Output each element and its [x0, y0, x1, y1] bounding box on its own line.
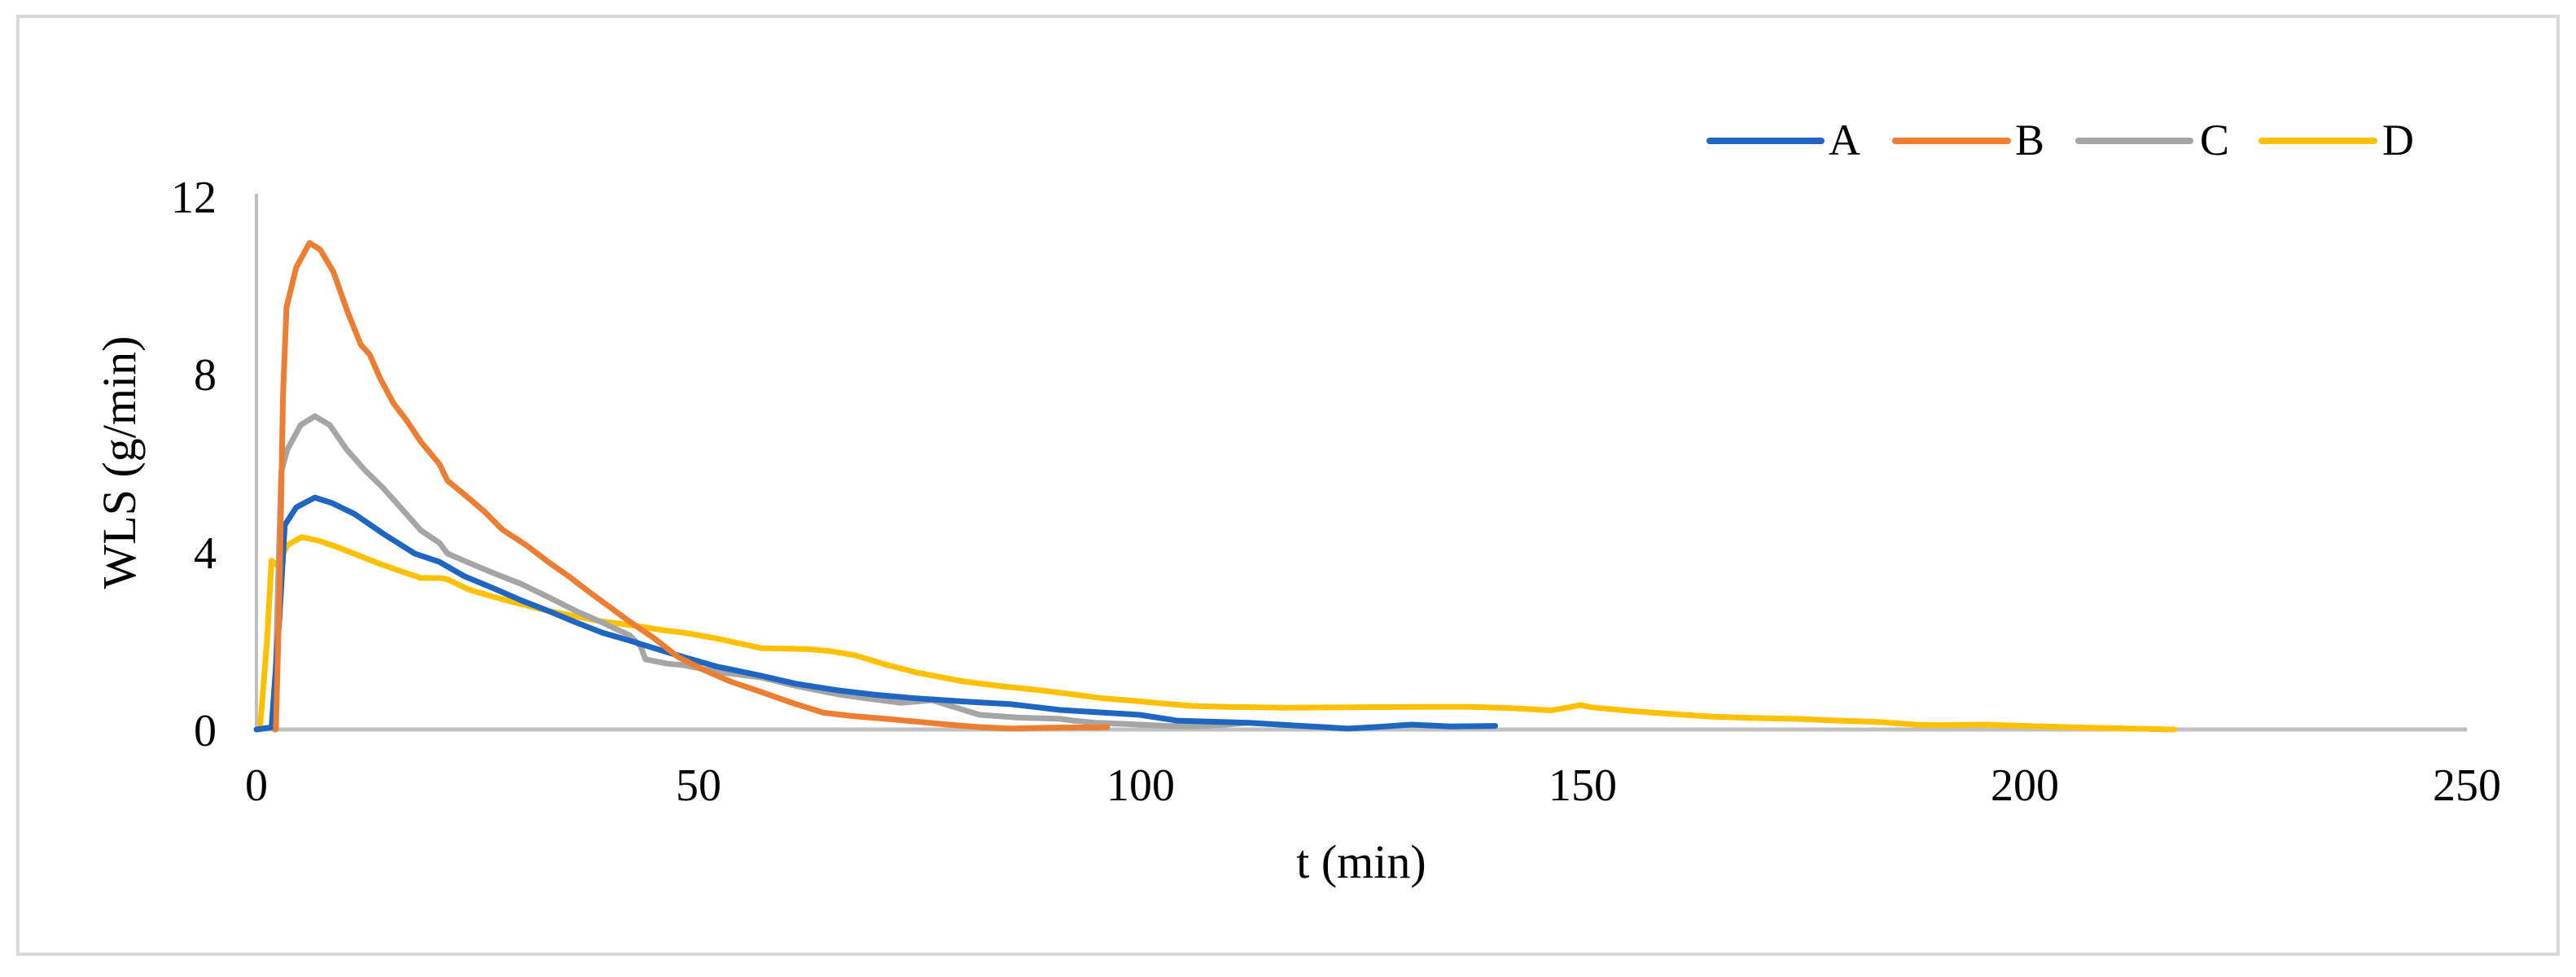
legend-label-c: C	[2200, 116, 2229, 164]
legend-label-d: D	[2382, 116, 2414, 164]
x-tick-label: 50	[676, 760, 721, 811]
legend-item-a: A	[1706, 116, 1860, 164]
series-line-a	[253, 494, 1498, 733]
y-tick-labels: 0 4 8 12	[171, 173, 217, 756]
series-line-d	[256, 534, 2177, 733]
x-axis-title: t (min)	[1296, 835, 1426, 888]
x-tick-label: 200	[1991, 760, 2059, 811]
x-tick-label: 150	[1549, 760, 1617, 811]
x-tick-label: 100	[1106, 760, 1175, 811]
series-line-c	[271, 413, 1251, 733]
legend-label-a: A	[1829, 116, 1860, 164]
series-line-b	[273, 239, 1111, 733]
chart-frame	[16, 15, 2560, 956]
series-group	[253, 239, 2177, 733]
y-tick-label: 4	[194, 528, 217, 579]
y-tick-label: 12	[171, 173, 217, 223]
legend: A B C D	[1706, 116, 2414, 164]
y-axis-title: WLS (g/min)	[93, 336, 146, 589]
legend-item-c: C	[2075, 116, 2229, 164]
x-tick-label: 0	[245, 760, 268, 811]
y-tick-label: 0	[194, 706, 217, 756]
x-tick-label: 250	[2433, 760, 2501, 811]
x-tick-labels: 0 50 100 150 200 250	[245, 760, 2501, 811]
legend-item-d: D	[2258, 116, 2414, 164]
y-tick-label: 8	[194, 350, 217, 401]
legend-label-b: B	[2015, 116, 2044, 164]
legend-item-b: B	[1892, 116, 2044, 164]
